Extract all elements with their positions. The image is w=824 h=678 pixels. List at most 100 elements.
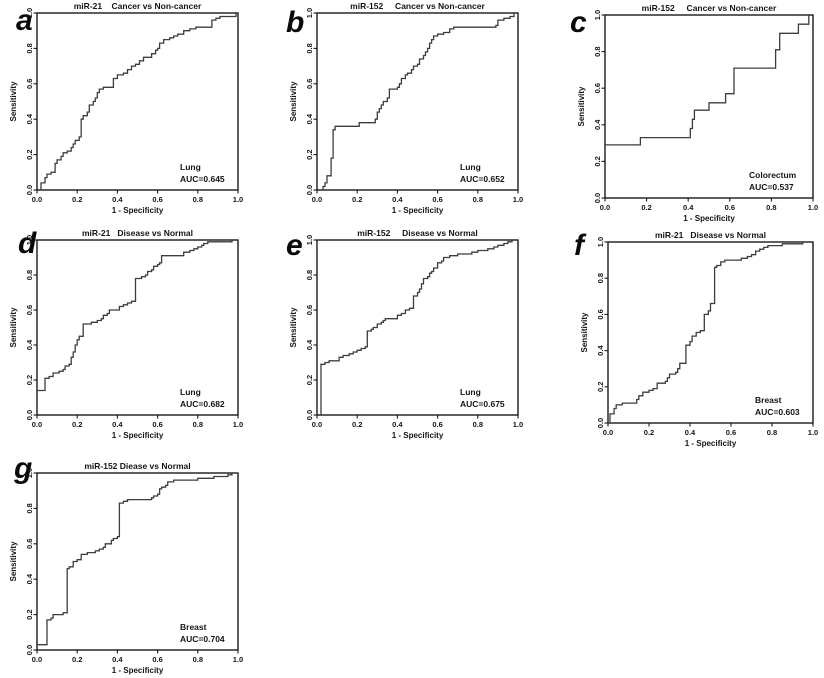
- auc-label: AUC=0.704: [180, 634, 225, 644]
- auc-label: AUC=0.682: [180, 399, 225, 409]
- y-tick-label: 0.4: [25, 339, 34, 350]
- x-tick-label: 0.2: [72, 655, 82, 664]
- y-tick-label: 0.8: [593, 46, 602, 56]
- cohort-label: Lung: [460, 162, 481, 172]
- y-tick-label: 0.6: [25, 305, 34, 315]
- y-tick-label: 0.4: [25, 113, 34, 124]
- roc-curve: [37, 472, 238, 646]
- panel-title: miR-21 Cancer vs Non-cancer: [74, 1, 202, 11]
- cohort-label: Lung: [180, 387, 201, 397]
- x-axis-label: 1 - Specificity: [112, 206, 164, 215]
- x-tick-label: 0.8: [473, 420, 483, 429]
- roc-curve: [608, 242, 804, 424]
- y-tick-label: 1.0: [596, 237, 605, 247]
- y-tick-label: 1.0: [593, 10, 602, 20]
- x-tick-label: 0.0: [600, 203, 610, 212]
- panel-letter: a: [16, 4, 33, 37]
- y-tick-label: 0.4: [596, 345, 605, 356]
- y-tick-label: 0.2: [305, 149, 314, 159]
- plot-frame: [607, 241, 814, 424]
- roc-panel-a: a miR-21 Cancer vs Non-cancer 0.0 0.2 0.4 0.6…: [9, 1, 243, 215]
- y-tick-label: 0.8: [596, 273, 605, 283]
- y-axis-label: Sensitivity: [580, 312, 589, 353]
- y-tick-label: 0.6: [593, 83, 602, 93]
- x-tick-label: 0.0: [32, 655, 42, 664]
- roc-curve: [40, 13, 237, 190]
- y-axis-label: Sensitivity: [9, 81, 18, 122]
- y-tick-label: 0.0: [25, 410, 34, 420]
- cohort-label: Lung: [180, 162, 201, 172]
- y-tick-label: 0.6: [596, 309, 605, 319]
- x-tick-label: 0.0: [32, 195, 42, 204]
- roc-panel-g: g miR-152 Diease vs Normal 0.0 0.2 0.4 0.6 0.8…: [9, 452, 243, 675]
- y-tick-label: 1.0: [305, 235, 314, 245]
- y-axis-label: Sensitivity: [9, 307, 18, 348]
- y-tick-label: 0.4: [305, 113, 314, 124]
- x-tick-label: 0.8: [193, 655, 203, 664]
- panel-letter: d: [18, 227, 37, 260]
- roc-curve: [604, 15, 810, 155]
- plot-frame: [36, 239, 239, 416]
- x-tick-label: 0.8: [473, 195, 483, 204]
- y-tick-label: 0.8: [25, 270, 34, 280]
- x-tick-label: 0.6: [152, 655, 162, 664]
- x-tick-label: 1.0: [233, 655, 243, 664]
- x-tick-label: 0.4: [685, 428, 696, 437]
- y-axis-label: Sensitivity: [289, 307, 298, 348]
- x-tick-label: 0.2: [72, 420, 82, 429]
- panel-title: miR-152 Cancer vs Non-cancer: [350, 1, 485, 11]
- cohort-label: Colorectum: [749, 170, 797, 180]
- y-tick-label: 1.0: [25, 235, 34, 245]
- roc-panel-e: e miR-152 Disease vs Normal 0.0 0.2 0.4 0.6 0.…: [286, 228, 523, 440]
- y-tick-label: 0.2: [25, 149, 34, 159]
- plot-frame: [36, 12, 239, 191]
- x-tick-label: 0.8: [766, 203, 776, 212]
- roc-panel-f: f miR-21 Disease vs Normal 0.0 0.2 0.4 0.6 0.8…: [574, 229, 818, 448]
- x-tick-label: 0.0: [603, 428, 613, 437]
- y-tick-label: 0.6: [25, 79, 34, 89]
- y-tick-label: 0.4: [25, 573, 34, 584]
- x-tick-label: 0.6: [726, 428, 736, 437]
- roc-curve: [322, 13, 515, 190]
- auc-label: AUC=0.603: [755, 407, 800, 417]
- x-axis-label: 1 - Specificity: [392, 431, 444, 440]
- cohort-label: Lung: [460, 387, 481, 397]
- x-tick-label: 0.4: [112, 655, 123, 664]
- x-tick-label: 0.2: [352, 420, 362, 429]
- panel-letter: g: [13, 452, 32, 485]
- y-tick-label: 1.0: [25, 8, 34, 18]
- y-tick-label: 0.2: [593, 156, 602, 166]
- auc-label: AUC=0.645: [180, 174, 225, 184]
- y-tick-label: 1.0: [305, 8, 314, 18]
- panel-letter: c: [570, 6, 587, 39]
- x-tick-label: 0.6: [432, 420, 442, 429]
- roc-panel-b: b miR-152 Cancer vs Non-cancer 0.0 0.2 0.4 0.…: [286, 1, 523, 215]
- y-axis-label: Sensitivity: [289, 81, 298, 122]
- cohort-label: Breast: [180, 622, 207, 632]
- x-tick-label: 0.8: [193, 420, 203, 429]
- x-tick-label: 0.2: [644, 428, 654, 437]
- panel-title: miR-21 Disease vs Normal: [655, 230, 766, 240]
- x-tick-label: 1.0: [513, 420, 523, 429]
- auc-label: AUC=0.537: [749, 182, 794, 192]
- x-tick-label: 0.4: [392, 420, 403, 429]
- y-tick-label: 0.6: [25, 539, 34, 549]
- x-axis-label: 1 - Specificity: [112, 666, 164, 675]
- x-tick-label: 0.4: [112, 195, 123, 204]
- x-tick-label: 0.4: [392, 195, 403, 204]
- x-tick-label: 0.0: [312, 195, 322, 204]
- x-tick-label: 1.0: [513, 195, 523, 204]
- panel-title: miR-152 Cancer vs Non-cancer: [642, 3, 777, 13]
- x-tick-label: 0.2: [352, 195, 362, 204]
- x-tick-label: 0.2: [641, 203, 651, 212]
- y-tick-label: 0.0: [305, 185, 314, 195]
- y-tick-label: 0.2: [25, 375, 34, 385]
- roc-curve: [37, 240, 233, 392]
- x-axis-label: 1 - Specificity: [112, 431, 164, 440]
- x-axis-label: 1 - Specificity: [683, 214, 735, 223]
- panel-title: miR-152 Diease vs Normal: [84, 461, 190, 471]
- x-tick-label: 0.8: [193, 195, 203, 204]
- plot-frame: [36, 472, 239, 651]
- y-tick-label: 0.0: [593, 193, 602, 203]
